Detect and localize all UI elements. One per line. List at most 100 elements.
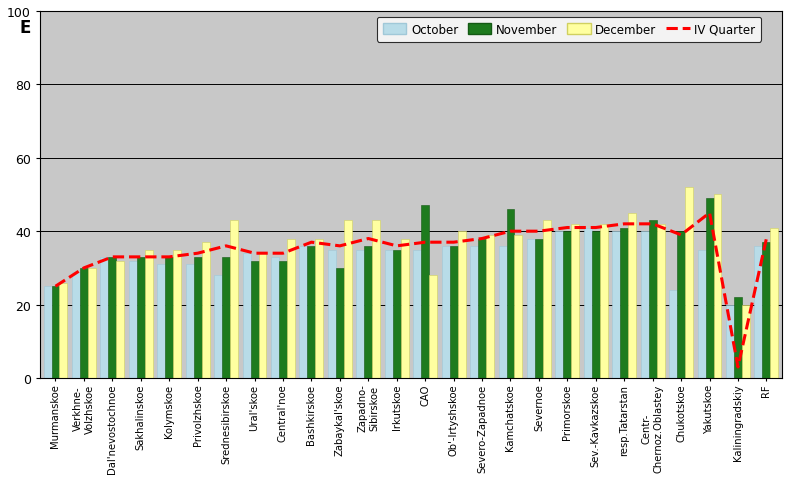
Bar <box>669 290 677 378</box>
Bar <box>571 224 579 378</box>
IV Quarter <box>335 243 345 249</box>
IV Quarter <box>364 236 373 242</box>
IV Quarter <box>279 251 288 256</box>
Bar <box>592 232 600 378</box>
Bar <box>429 276 437 378</box>
Bar <box>734 298 742 378</box>
Bar <box>442 246 450 378</box>
IV Quarter <box>733 364 742 370</box>
Bar <box>136 257 144 378</box>
IV Quarter <box>307 240 316 246</box>
IV Quarter <box>193 251 203 256</box>
IV Quarter <box>222 243 231 249</box>
Bar <box>563 232 571 378</box>
Y-axis label: E: E <box>19 19 31 37</box>
Bar <box>251 261 259 378</box>
Bar <box>726 305 734 378</box>
Bar <box>222 257 230 378</box>
IV Quarter <box>619 221 629 227</box>
IV Quarter <box>563 225 572 231</box>
IV Quarter <box>449 240 458 246</box>
Bar <box>287 239 295 378</box>
Bar <box>271 257 279 378</box>
Bar <box>51 287 59 378</box>
Bar <box>641 232 649 378</box>
IV Quarter <box>477 236 487 242</box>
Bar <box>372 221 380 378</box>
Bar <box>514 235 522 378</box>
Bar <box>174 250 181 378</box>
Bar <box>259 253 267 378</box>
IV Quarter <box>648 221 657 227</box>
Bar <box>202 243 210 378</box>
Bar <box>742 305 750 378</box>
Bar <box>754 246 762 378</box>
Bar <box>88 268 96 378</box>
Bar <box>72 272 80 378</box>
IV Quarter <box>392 243 402 249</box>
Bar <box>214 276 222 378</box>
IV Quarter <box>761 236 771 242</box>
Bar <box>193 257 202 378</box>
Line: IV Quarter: IV Quarter <box>55 214 766 367</box>
IV Quarter <box>705 211 714 216</box>
Bar <box>713 195 721 378</box>
Bar <box>80 268 88 378</box>
Bar <box>612 232 620 378</box>
Bar <box>421 206 429 378</box>
Bar <box>108 257 116 378</box>
IV Quarter <box>250 251 260 256</box>
IV Quarter <box>136 254 145 260</box>
Bar <box>584 228 592 378</box>
Bar <box>705 199 713 378</box>
IV Quarter <box>591 225 600 231</box>
Bar <box>770 228 779 378</box>
Bar <box>600 224 608 378</box>
IV Quarter <box>164 254 174 260</box>
Legend: October, November, December, IV Quarter: October, November, December, IV Quarter <box>377 18 761 43</box>
Bar <box>393 250 401 378</box>
IV Quarter <box>421 240 430 246</box>
Bar <box>316 239 323 378</box>
Bar <box>507 210 514 378</box>
Bar <box>450 246 458 378</box>
Bar <box>470 246 478 378</box>
Bar <box>620 228 628 378</box>
Bar <box>499 246 507 378</box>
Bar <box>697 250 705 378</box>
IV Quarter <box>534 229 544 235</box>
Bar <box>478 239 486 378</box>
IV Quarter <box>79 265 88 271</box>
Bar <box>357 250 365 378</box>
Bar <box>43 287 51 378</box>
Bar <box>365 246 372 378</box>
Bar <box>129 261 136 378</box>
Bar <box>458 232 466 378</box>
IV Quarter <box>676 232 686 238</box>
Bar <box>535 239 543 378</box>
Bar <box>555 232 563 378</box>
Bar <box>165 257 174 378</box>
Bar <box>59 283 67 378</box>
Bar <box>300 246 308 378</box>
Bar <box>242 253 251 378</box>
Bar <box>656 224 664 378</box>
Bar <box>308 246 316 378</box>
Bar <box>185 264 193 378</box>
Bar <box>100 257 108 378</box>
Bar <box>413 250 421 378</box>
IV Quarter <box>50 284 60 289</box>
Bar <box>344 221 352 378</box>
Bar <box>628 214 636 378</box>
Bar <box>144 250 153 378</box>
Bar <box>486 235 494 378</box>
Bar <box>762 243 770 378</box>
IV Quarter <box>506 229 515 235</box>
Bar <box>116 261 125 378</box>
Bar <box>649 221 656 378</box>
Bar <box>230 221 238 378</box>
Bar <box>685 188 693 378</box>
Bar <box>157 264 165 378</box>
IV Quarter <box>107 254 117 260</box>
Bar <box>385 250 393 378</box>
